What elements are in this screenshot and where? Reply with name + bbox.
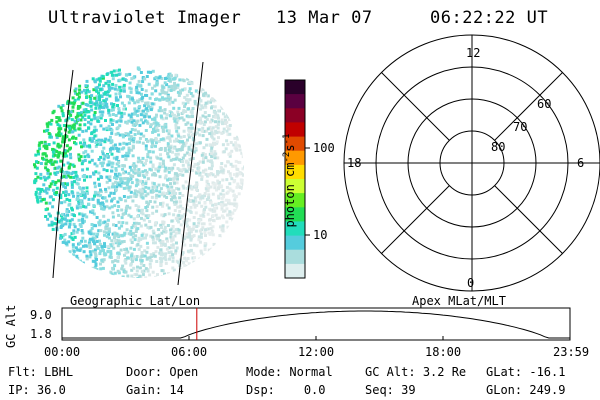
altitude-timeline bbox=[61, 307, 571, 341]
info-seq-key: Seq: bbox=[365, 383, 394, 397]
info-door-key: Door: bbox=[126, 365, 163, 379]
colorbar-segment bbox=[285, 221, 305, 237]
colorbar-segment bbox=[285, 179, 305, 194]
info-dsp: Dsp: 0.0 bbox=[246, 383, 326, 397]
info-glon-key: GLon: bbox=[486, 383, 523, 397]
info-glon: GLon: 249.9 bbox=[486, 383, 565, 397]
info-dsp-key: Dsp: bbox=[246, 383, 275, 397]
colorbar-segment bbox=[285, 94, 305, 109]
colorbar-segment bbox=[285, 249, 305, 265]
x-tick-1200: 12:00 bbox=[298, 345, 335, 359]
unit-sup-s: -1 bbox=[282, 133, 292, 145]
mlat-ring-60: 60 bbox=[537, 97, 552, 111]
colorbar-segment bbox=[285, 80, 305, 95]
colorbar-segment bbox=[285, 207, 305, 222]
mlat-ring-80: 80 bbox=[491, 140, 506, 154]
info-ip: IP: 36.0 bbox=[8, 383, 66, 397]
unit-sup-cm: -2 bbox=[282, 151, 292, 163]
x-tick-2359: 23:59 bbox=[553, 345, 590, 359]
colorbar-segment bbox=[285, 150, 305, 166]
colorbar-segment bbox=[285, 122, 305, 138]
timeline-ymax: 9.0 bbox=[30, 308, 52, 322]
info-mode: Mode: Normal bbox=[246, 365, 333, 379]
info-flt-val: LBHL bbox=[44, 365, 74, 379]
info-mode-key: Mode: bbox=[246, 365, 283, 379]
x-tick-1800: 18:00 bbox=[425, 345, 462, 359]
info-gcalt-val: 3.2 Re bbox=[422, 365, 467, 379]
instrument-title: Ultraviolet Imager bbox=[48, 8, 242, 28]
info-gain-key: Gain: bbox=[126, 383, 163, 397]
info-flt-key: Flt: bbox=[8, 365, 37, 379]
colorbar-segment bbox=[285, 108, 305, 123]
info-seq: Seq: 39 bbox=[365, 383, 416, 397]
colorbar-segment bbox=[285, 193, 305, 208]
timeline-right-caption: Apex MLat/MLT bbox=[412, 294, 506, 308]
colorbar-tick-100: 100 bbox=[313, 141, 335, 155]
info-glon-val: 249.9 bbox=[529, 383, 566, 397]
info-ip-val: 36.0 bbox=[36, 383, 66, 397]
info-gain: Gain: 14 bbox=[126, 383, 184, 397]
image-date: 13 Mar 07 bbox=[276, 8, 373, 28]
geographic-meridian-left bbox=[52, 69, 74, 279]
info-seq-val: 39 bbox=[401, 383, 416, 397]
x-tick-0000: 00:00 bbox=[44, 345, 81, 359]
timeline-ymin: 1.8 bbox=[30, 327, 52, 341]
unit-s: s bbox=[283, 144, 297, 152]
info-flt: Flt: LBHL bbox=[8, 365, 73, 379]
info-glat-key: GLat: bbox=[486, 365, 523, 379]
colorbar-segment bbox=[285, 235, 305, 251]
colorbar-unit-label: photon cm-2s-1 bbox=[268, 134, 297, 242]
colorbar-tick-10: 10 bbox=[313, 228, 328, 242]
polar-grid bbox=[343, 34, 600, 292]
info-gain-val: 14 bbox=[169, 383, 184, 397]
mlt-label-6: 6 bbox=[577, 156, 585, 170]
mlt-label-0: 0 bbox=[467, 276, 475, 290]
info-mode-val: Normal bbox=[289, 365, 333, 379]
colorbar bbox=[284, 79, 310, 279]
mlt-label-12: 12 bbox=[466, 46, 481, 60]
image-time: 06:22:22 UT bbox=[430, 8, 549, 28]
info-glat: GLat: -16.1 bbox=[486, 365, 565, 379]
info-door-val: Open bbox=[169, 365, 199, 379]
mlat-ring-70: 70 bbox=[513, 120, 528, 134]
geographic-meridian-right bbox=[177, 61, 204, 286]
info-dsp-val: 0.0 bbox=[303, 383, 326, 397]
colorbar-segment bbox=[285, 136, 305, 152]
timeline-axis-label: GC Alt bbox=[4, 304, 18, 348]
unit-photon-cm: photon cm bbox=[283, 162, 297, 228]
uv-earth-image bbox=[33, 61, 244, 286]
colorbar-segment bbox=[285, 164, 305, 180]
info-glat-val: -16.1 bbox=[529, 365, 566, 379]
info-ip-key: IP: bbox=[8, 383, 30, 397]
info-gcalt-key: GC Alt: bbox=[365, 365, 416, 379]
x-tick-0600: 06:00 bbox=[171, 345, 208, 359]
info-door: Door: Open bbox=[126, 365, 198, 379]
colorbar-segment bbox=[285, 263, 305, 279]
timeline-left-caption: Geographic Lat/Lon bbox=[70, 294, 201, 308]
altitude-curve bbox=[62, 310, 570, 339]
mlt-label-18: 18 bbox=[347, 156, 362, 170]
info-gcalt: GC Alt: 3.2 Re bbox=[365, 365, 466, 379]
